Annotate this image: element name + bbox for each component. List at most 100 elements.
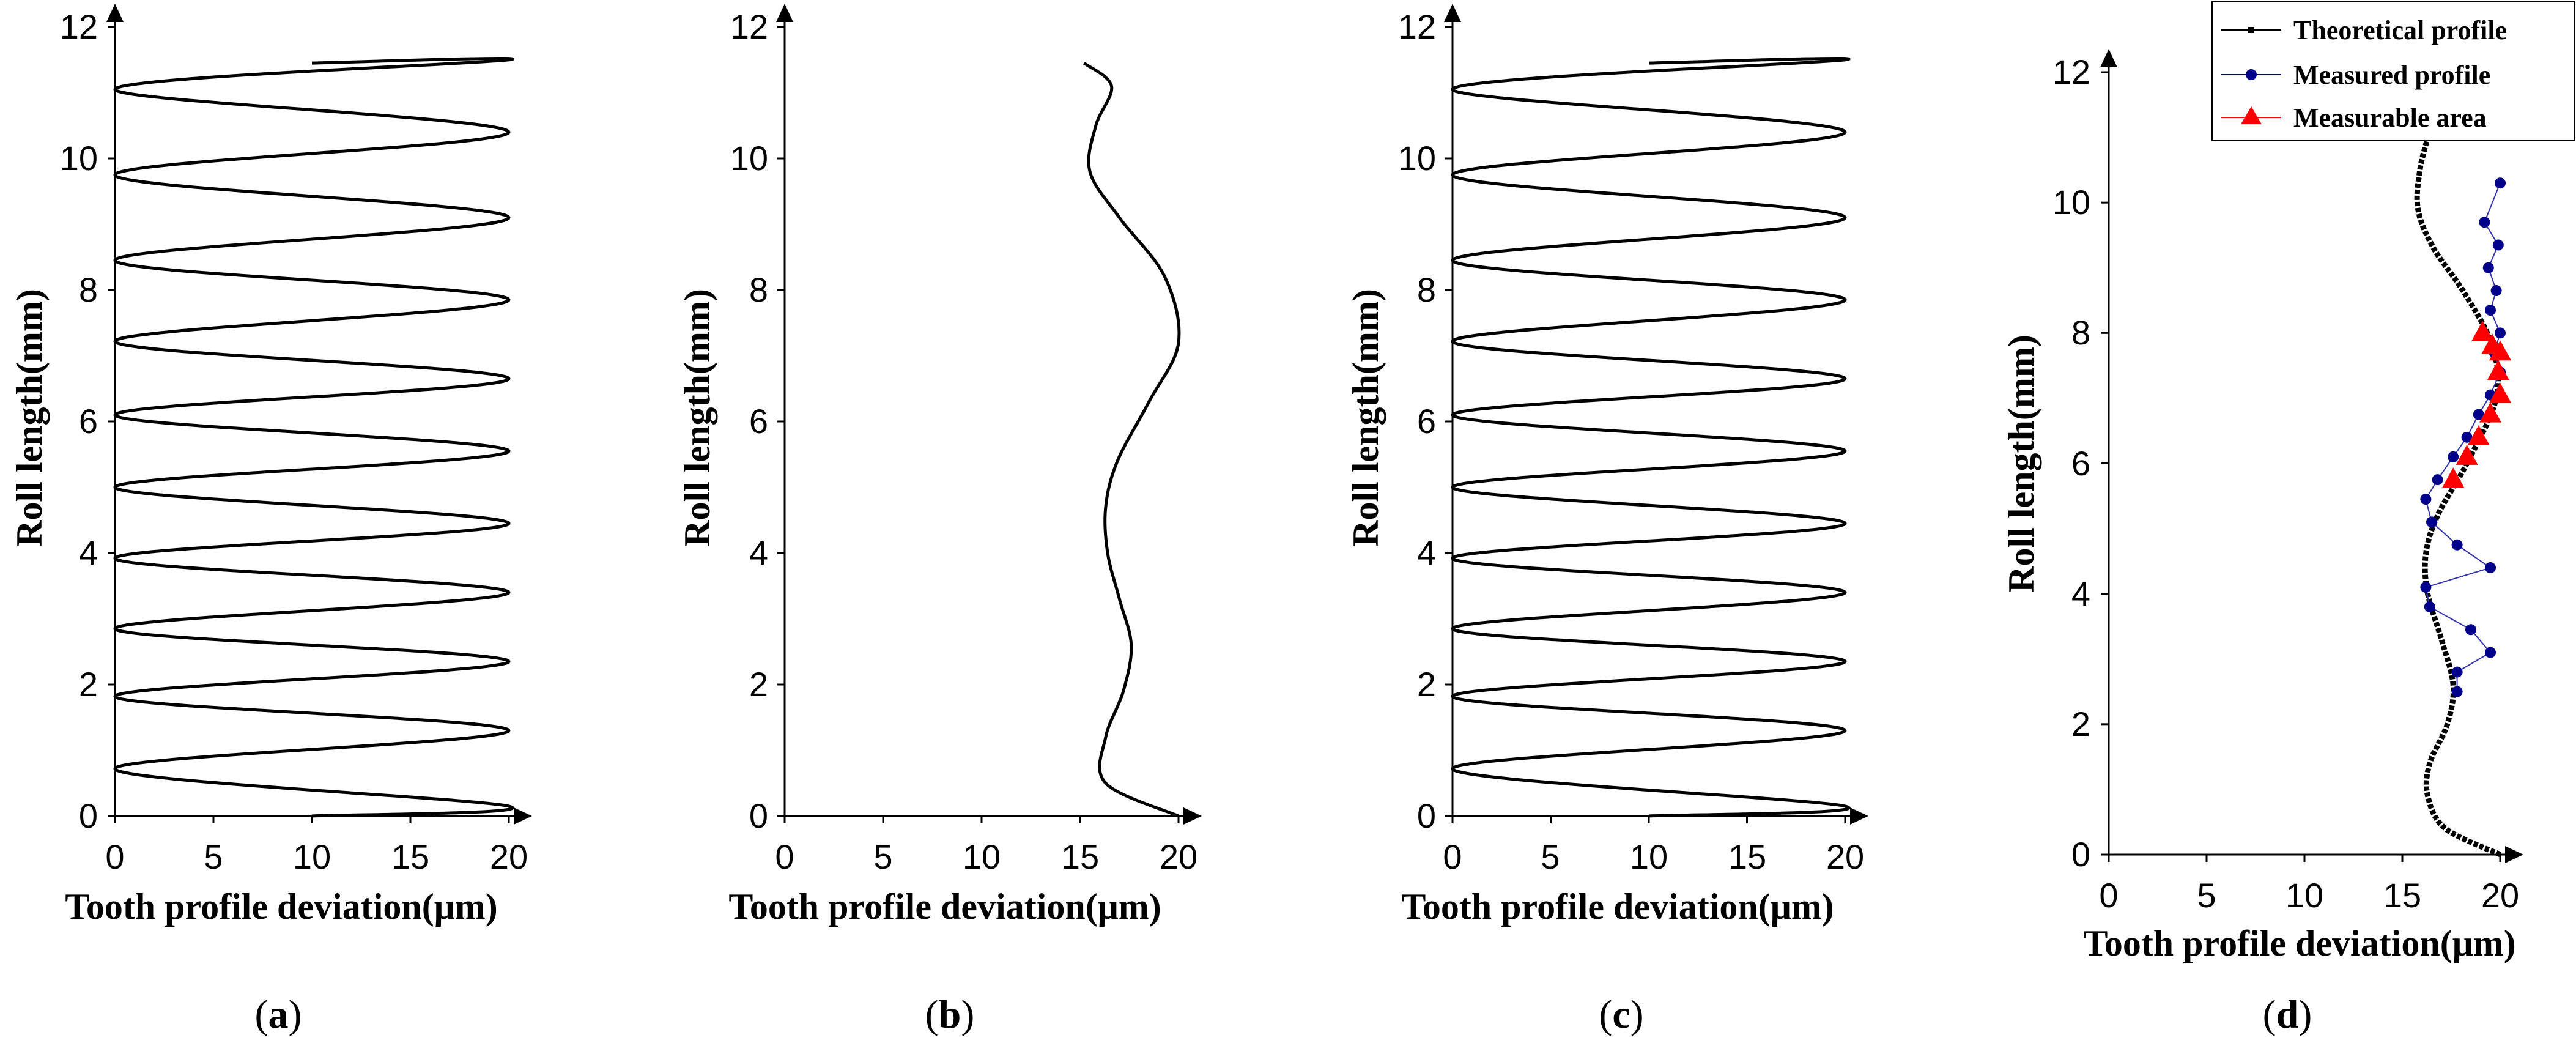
legend-label-theoretical: Theoretical profile [2293, 15, 2507, 45]
measurable-area-point [2479, 402, 2501, 423]
panel-c-ytick: 6 [1417, 402, 1436, 440]
measured-profile-point [2451, 539, 2463, 551]
y-axis-arrow [2100, 49, 2117, 67]
panel-d-ytick: 10 [2052, 183, 2090, 221]
panel-d-legend: Theoretical profile Measured profile Mea… [2211, 1, 2575, 141]
measured-profile-point [2482, 262, 2494, 273]
measured-profile-point [2465, 624, 2476, 636]
panel-d-ylabel: Roll length(mm) [2001, 335, 2041, 593]
measured-profile-point [2420, 494, 2432, 505]
measured-profile-point [2479, 217, 2490, 228]
panel-d-ytick: 8 [2071, 313, 2090, 352]
x-axis-arrow [514, 807, 532, 825]
panel-b-series [1083, 62, 1181, 818]
y-axis-arrow [776, 4, 793, 22]
panel-d-ytick: 2 [2071, 705, 2090, 743]
panel-a-ytick: 12 [60, 7, 98, 46]
measured-profile-point [2461, 431, 2473, 443]
measured-profile-point [2490, 285, 2502, 297]
panel-b-xtick: 15 [1061, 837, 1099, 876]
legend-marker-measured [2246, 69, 2257, 80]
x-axis-arrow [1850, 807, 1868, 825]
panel-d-xtick: 15 [2383, 876, 2421, 915]
panel-d-xlabel: Tooth profile deviation(μm) [2083, 923, 2515, 963]
measured-profile-point [2451, 666, 2463, 678]
panel-d-ytick: 6 [2071, 444, 2090, 483]
y-axis-arrow [1444, 4, 1461, 22]
panel-c-axes [1444, 4, 1868, 825]
panel-b-caption: (b) [925, 992, 975, 1037]
panel-b-xtick: 5 [873, 837, 892, 876]
measurable-area-point [2487, 360, 2509, 380]
panel-c-xtick: 0 [1443, 837, 1462, 876]
measured-profile-point [2495, 327, 2506, 339]
measured-profile-point [2485, 562, 2496, 574]
panel-a-ytick: 2 [79, 665, 98, 703]
measurable-area-point [2489, 382, 2511, 403]
measured-profile-point [2495, 177, 2506, 189]
panel-c-ylabel: Roll length(mm) [1345, 289, 1386, 547]
measured-profile-point [2451, 686, 2463, 697]
theoretical-profile-line [1083, 62, 1181, 818]
panel-d-xtick: 20 [2481, 876, 2519, 915]
measured-profile-point [2424, 601, 2435, 612]
panel-d-ytick: 0 [2071, 835, 2090, 874]
panel-c-series [1451, 56, 1851, 818]
panel-a-ytick: 0 [79, 796, 98, 835]
panel-c-ytick: 10 [1398, 139, 1436, 177]
panel-b-ylabel: Roll length(mm) [677, 289, 717, 547]
measured-profile-point [2432, 474, 2443, 486]
panel-d-ytick: 4 [2071, 574, 2090, 613]
panel-a-ytick: 6 [79, 402, 98, 440]
measured-profile-point [2492, 239, 2504, 251]
panel-b-ytick: 4 [749, 533, 768, 572]
panel-d-axes [2100, 49, 2523, 863]
panel-a-series [113, 56, 514, 818]
panel-a-xtick: 5 [204, 837, 223, 876]
panel-a-xtick: 0 [105, 837, 124, 876]
panel-b-ytick: 6 [749, 402, 768, 440]
panel-d-xtick: 10 [2285, 876, 2323, 915]
panel-c-ytick: 4 [1417, 533, 1436, 572]
panel-b-ytick: 10 [730, 139, 768, 177]
panel-b-xtick: 0 [775, 837, 794, 876]
panel-d: 0 2 4 6 8 10 12 0 5 10 15 20 Tooth profi… [2001, 1, 2575, 1037]
theoretical-profile-line [113, 56, 514, 818]
panel-a-ytick: 8 [79, 270, 98, 309]
measured-profile-point [2485, 305, 2496, 316]
panel-a-ytick: 10 [60, 139, 98, 177]
legend-marker-measurable [2241, 106, 2262, 124]
measurable-area-point [2456, 444, 2478, 465]
panel-b-ytick: 2 [749, 665, 768, 703]
measured-profile-point [2426, 516, 2437, 528]
panel-a-xtick: 15 [391, 837, 429, 876]
panel-d-xtick: 5 [2197, 876, 2216, 915]
panel-c-xtick: 20 [1826, 837, 1864, 876]
measured-profile-point [2420, 582, 2432, 593]
panel-d-series [2414, 136, 2511, 858]
panel-a-caption: (a) [255, 992, 302, 1037]
panel-c-ytick: 12 [1398, 7, 1436, 46]
panel-c-caption: (c) [1599, 992, 1643, 1037]
measurable-area-point [2481, 333, 2504, 354]
panel-d-caption: (d) [2263, 992, 2312, 1037]
measurable-area-point [2467, 425, 2490, 445]
legend-marker-theoretical [2248, 27, 2254, 33]
x-axis-arrow [1183, 807, 1202, 825]
measurable-area-point [2471, 321, 2494, 341]
y-axis-arrow [106, 4, 124, 22]
panel-c: 0 2 4 6 8 10 12 0 5 10 15 20 Tooth profi… [1345, 4, 1868, 1037]
measured-profile-point [2473, 409, 2484, 420]
panel-c-xtick: 5 [1541, 837, 1560, 876]
measured-profile-point [2448, 451, 2459, 462]
panel-c-xtick: 15 [1728, 837, 1766, 876]
panel-d-xtick: 0 [2099, 876, 2118, 915]
panel-a-xtick: 10 [293, 837, 331, 876]
panel-b-axes [776, 4, 1202, 825]
panel-c-xtick: 10 [1630, 837, 1668, 876]
measured-profile-point [2485, 647, 2496, 658]
panel-b-xtick: 20 [1160, 837, 1197, 876]
legend-label-measurable: Measurable area [2293, 103, 2487, 133]
x-axis-arrow [2505, 846, 2523, 863]
